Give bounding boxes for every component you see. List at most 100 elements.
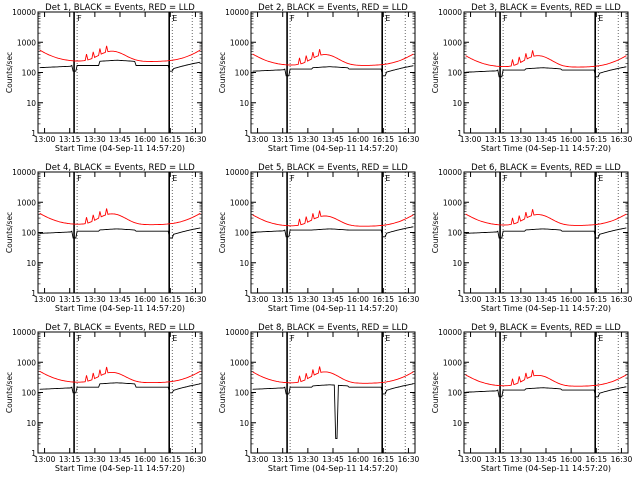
chart-panel-9: Det 9, BLACK = Events, RED = LLD 1 10 100 10… (431, 323, 632, 473)
plot-frame (250, 11, 416, 134)
series-events-line (39, 59, 201, 72)
x-tick-label: 13:00 (460, 455, 482, 464)
x-tick-label: 16:15 (585, 455, 607, 464)
marker-label: E (598, 334, 603, 343)
x-tick-label: 16:15 (585, 295, 607, 304)
x-tick-label: 13:15 (59, 135, 81, 144)
y-tick-label: 100 (22, 69, 37, 78)
y-tick-label: 10000 (438, 328, 462, 337)
y-tick-label: 100 (22, 229, 37, 238)
y-tick-label: 100 (235, 229, 250, 238)
series-lld-line (465, 50, 627, 68)
x-tick-label: 13:15 (485, 295, 507, 304)
x-axis-label: Start Time (04-Sep-11 14:57:20) (55, 304, 185, 313)
x-tick-label: 16:30 (611, 455, 633, 464)
x-tick-label: 13:30 (84, 295, 106, 304)
y-tick-label: 100 (235, 389, 250, 398)
marker-label: F (290, 334, 295, 343)
y-tick-label: 1000 (230, 38, 249, 47)
x-tick-label: 13:45 (109, 295, 131, 304)
y-tick-label: 1000 (443, 198, 462, 207)
x-tick-label: 16:00 (560, 135, 582, 144)
x-tick-label: 13:45 (535, 135, 557, 144)
marker-label: F (77, 14, 82, 23)
y-tick-label: 100 (448, 69, 463, 78)
y-axis-label: Counts/sec (431, 52, 440, 93)
y-tick-label: 1 (31, 289, 36, 298)
chart-title: Det 3, BLACK = Events, RED = LLD (471, 3, 621, 13)
y-tick-label: 10 (239, 419, 249, 428)
y-axis-label: Counts/sec (431, 212, 440, 253)
y-axis-label: Counts/sec (218, 372, 227, 413)
marker-label: F (290, 14, 295, 23)
x-tick-label: 13:45 (535, 295, 557, 304)
x-tick-label: 13:30 (510, 295, 532, 304)
x-tick-label: 13:00 (247, 135, 269, 144)
y-tick-label: 10000 (438, 8, 462, 17)
y-tick-label: 1 (457, 129, 462, 138)
y-tick-label: 10 (26, 419, 36, 428)
x-tick-label: 13:45 (322, 295, 344, 304)
x-tick-label: 16:15 (585, 135, 607, 144)
x-tick-label: 16:00 (347, 455, 369, 464)
chart-panel-6: Det 6, BLACK = Events, RED = LLD 1 10 100 10… (431, 163, 632, 313)
y-axis-label: Counts/sec (5, 372, 14, 413)
chart-panel-5: Det 5, BLACK = Events, RED = LLD 1 10 100 10… (218, 163, 419, 313)
y-tick-label: 1000 (443, 358, 462, 367)
marker-label: E (598, 174, 603, 183)
marker-label: F (77, 334, 82, 343)
y-tick-label: 1 (31, 449, 36, 458)
x-tick-label: 16:30 (398, 135, 420, 144)
plot-frame (37, 331, 203, 454)
y-axis-label: Counts/sec (218, 212, 227, 253)
y-axis-label: Counts/sec (431, 372, 440, 413)
x-tick-label: 16:00 (134, 135, 156, 144)
y-tick-label: 10 (239, 99, 249, 108)
x-tick-label: 13:00 (247, 295, 269, 304)
x-tick-label: 13:00 (247, 455, 269, 464)
y-tick-label: 1000 (17, 358, 36, 367)
x-tick-label: 13:00 (34, 295, 56, 304)
x-tick-label: 16:30 (398, 455, 420, 464)
x-axis-label: Start Time (04-Sep-11 14:57:20) (481, 144, 611, 153)
x-tick-label: 16:00 (134, 295, 156, 304)
x-tick-label: 13:30 (510, 135, 532, 144)
marker-label: E (385, 174, 390, 183)
series-events-line (39, 227, 201, 239)
x-tick-label: 16:00 (347, 135, 369, 144)
x-tick-label: 13:30 (297, 455, 319, 464)
x-tick-label: 13:15 (272, 455, 294, 464)
series-events-line (252, 383, 414, 440)
x-tick-label: 16:00 (560, 295, 582, 304)
y-axis-label: Counts/sec (218, 52, 227, 93)
y-tick-label: 10 (26, 259, 36, 268)
series-lld-line (39, 45, 201, 62)
x-tick-label: 13:00 (460, 135, 482, 144)
marker-label: E (385, 14, 390, 23)
chart-title: Det 1, BLACK = Events, RED = LLD (45, 3, 195, 13)
chart-panel-4: Det 4, BLACK = Events, RED = LLD 1 10 100 10… (5, 163, 206, 313)
x-tick-label: 13:30 (84, 455, 106, 464)
marker-label: F (503, 14, 508, 23)
y-tick-label: 100 (448, 389, 463, 398)
y-tick-label: 10 (239, 259, 249, 268)
y-tick-label: 100 (235, 69, 250, 78)
y-tick-label: 1 (457, 449, 462, 458)
x-tick-label: 13:30 (84, 135, 106, 144)
y-tick-label: 10 (26, 99, 36, 108)
x-axis-label: Start Time (04-Sep-11 14:57:20) (55, 144, 185, 153)
y-tick-label: 1000 (17, 38, 36, 47)
series-events-line (465, 227, 627, 239)
chart-panel-7: Det 7, BLACK = Events, RED = LLD 1 10 100 10… (5, 323, 206, 473)
chart-title: Det 7, BLACK = Events, RED = LLD (45, 323, 195, 333)
chart-title: Det 5, BLACK = Events, RED = LLD (258, 163, 408, 173)
x-tick-label: 13:15 (59, 455, 81, 464)
x-tick-label: 13:45 (109, 455, 131, 464)
y-axis-label: Counts/sec (5, 52, 14, 93)
chart-panel-1: Det 1, BLACK = Events, RED = LLD 1 10 100 10… (5, 3, 206, 153)
y-tick-label: 10 (452, 99, 462, 108)
x-tick-label: 16:15 (159, 135, 181, 144)
x-axis-label: Start Time (04-Sep-11 14:57:20) (481, 464, 611, 473)
